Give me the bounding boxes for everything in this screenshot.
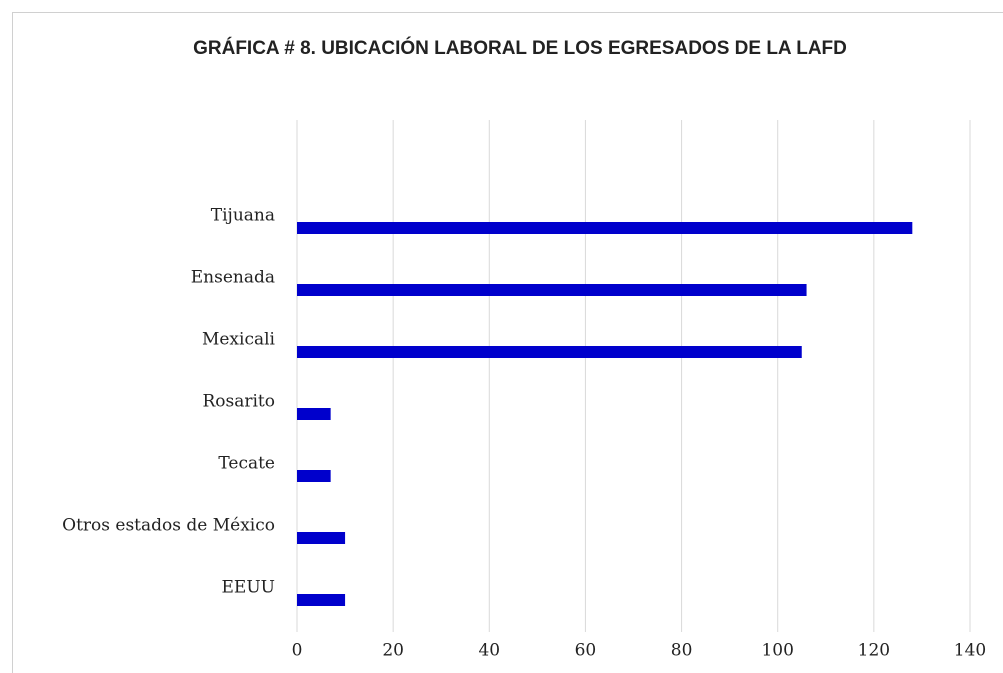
bar	[297, 222, 913, 234]
y-tick-label: Ensenada	[191, 268, 275, 288]
bar	[297, 594, 346, 606]
y-tick-label: Otros estados de México	[62, 516, 275, 536]
x-tick-label: 40	[478, 641, 500, 661]
x-tick-label: 80	[671, 641, 693, 661]
chart-title: GRÁFICA # 8. UBICACIÓN LABORAL DE LOS EG…	[193, 38, 847, 59]
bar	[297, 346, 802, 358]
y-tick-label: Tecate	[218, 454, 275, 474]
x-tick-label: 100	[761, 641, 793, 661]
x-tick-label: 20	[382, 641, 404, 661]
y-tick-label: Rosarito	[202, 392, 275, 412]
x-tick-label: 120	[858, 641, 890, 661]
bar	[297, 284, 807, 296]
bar	[297, 470, 331, 482]
y-tick-label: Mexicali	[202, 330, 276, 350]
bar	[297, 408, 331, 420]
y-tick-label: Tijuana	[211, 206, 275, 226]
y-tick-label: EEUU	[222, 578, 275, 598]
x-tick-label: 60	[575, 641, 597, 661]
x-tick-label: 140	[954, 641, 986, 661]
bar	[297, 532, 346, 544]
chart-frame	[12, 12, 1003, 673]
x-tick-label: 0	[292, 641, 303, 661]
